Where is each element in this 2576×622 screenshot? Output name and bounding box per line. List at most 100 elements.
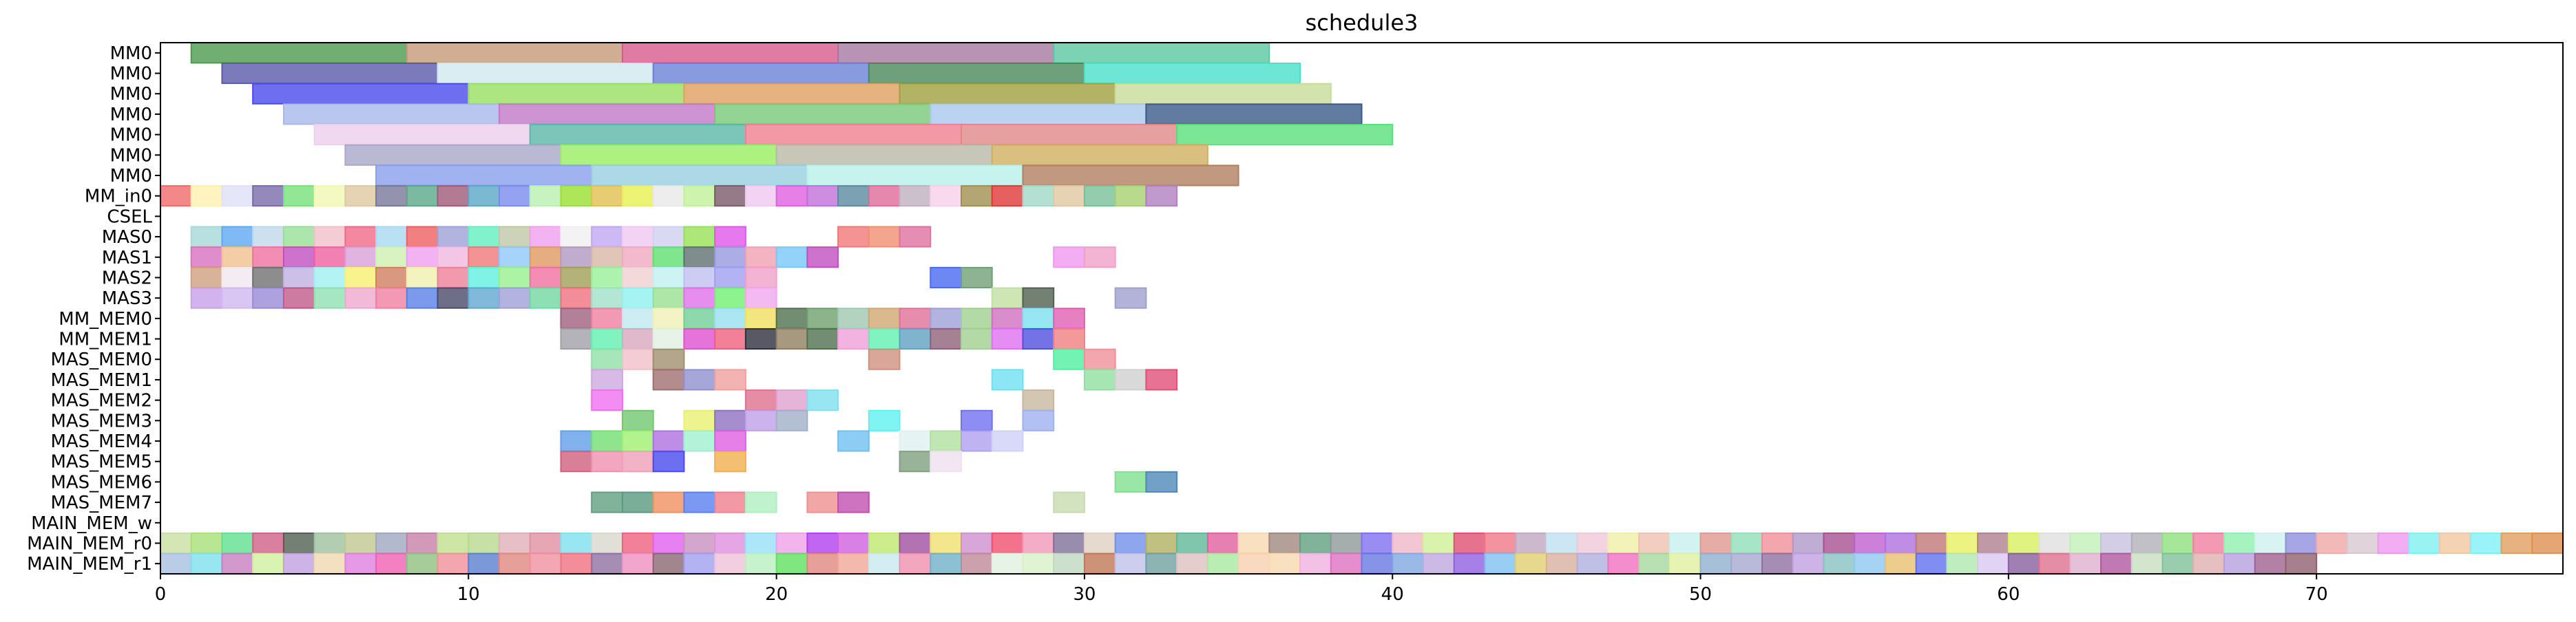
task-bar-75 xyxy=(468,226,501,248)
task-bar-7 xyxy=(652,62,870,85)
main-mem-r1-bar-5 xyxy=(313,553,346,575)
task-bar-120 xyxy=(499,266,531,289)
main-mem-r0-bar-27 xyxy=(991,532,1024,555)
main-mem-r1-bar-33 xyxy=(1176,553,1208,575)
task-bar-215 xyxy=(591,430,623,452)
task-bar-117 xyxy=(406,266,439,289)
main-mem-r0-bar-64 xyxy=(2130,532,2164,555)
main-mem-r0-bar-15 xyxy=(621,532,654,555)
y-tick-label-10: MAS1 xyxy=(102,248,152,268)
task-bar-42 xyxy=(437,185,470,207)
task-bar-26 xyxy=(560,144,777,166)
task-bar-91 xyxy=(313,246,346,268)
task-bar-59 xyxy=(961,185,993,207)
main-mem-r1-bar-37 xyxy=(1299,553,1332,575)
task-bar-145 xyxy=(621,287,654,309)
task-bar-233 xyxy=(1145,471,1178,493)
task-bar-135 xyxy=(313,287,346,309)
task-bar-189 xyxy=(652,348,685,370)
x-tick-label-7: 70 xyxy=(2305,584,2328,605)
task-bar-43 xyxy=(468,185,501,207)
task-bar-112 xyxy=(252,266,284,289)
task-bar-99 xyxy=(560,246,593,268)
task-bar-65 xyxy=(1145,185,1178,207)
main-mem-r1-bar-39 xyxy=(1361,553,1394,575)
task-bar-76 xyxy=(499,226,531,248)
task-bar-34 xyxy=(190,185,223,207)
task-bar-143 xyxy=(560,287,593,309)
task-bar-136 xyxy=(344,287,377,309)
main-mem-r1-bar-13 xyxy=(560,553,593,575)
y-tick-label-14: MM_MEM1 xyxy=(59,330,152,350)
task-bar-87 xyxy=(190,246,223,268)
task-bar-219 xyxy=(714,430,746,452)
x-tick-label-0: 0 xyxy=(155,584,167,605)
x-tick-label-4: 40 xyxy=(1381,584,1404,605)
task-bar-131 xyxy=(190,287,223,309)
main-mem-r0-bar-68 xyxy=(2254,532,2287,555)
task-bar-63 xyxy=(1083,185,1116,207)
task-bar-44 xyxy=(499,185,531,207)
task-bar-54 xyxy=(806,185,839,207)
task-bar-113 xyxy=(282,266,315,289)
task-bar-24 xyxy=(1176,124,1394,146)
task-bar-178 xyxy=(806,328,839,350)
main-mem-r1-bar-26 xyxy=(961,553,993,575)
task-bar-199 xyxy=(1114,369,1147,391)
task-bar-192 xyxy=(1083,348,1116,370)
task-bar-12 xyxy=(683,83,901,105)
main-mem-r1-bar-8 xyxy=(406,553,439,575)
task-bar-16 xyxy=(499,103,716,125)
main-mem-r1-bar-4 xyxy=(282,553,315,575)
main-mem-r1-bar-56 xyxy=(1884,553,1917,575)
task-bar-4 xyxy=(1053,42,1270,64)
main-mem-r1-bar-21 xyxy=(806,553,839,575)
task-bar-1 xyxy=(406,42,623,64)
main-mem-r0-bar-11 xyxy=(499,532,531,555)
main-mem-r1-bar-34 xyxy=(1206,553,1239,575)
task-bar-196 xyxy=(714,369,746,391)
task-bar-209 xyxy=(744,409,777,431)
main-mem-r0-bar-43 xyxy=(1484,532,1517,555)
task-bar-161 xyxy=(806,308,839,330)
task-bar-174 xyxy=(683,328,716,350)
task-bar-108 xyxy=(1053,246,1085,268)
plot-frame xyxy=(160,42,2564,575)
main-mem-r1-bar-65 xyxy=(2161,553,2195,575)
main-mem-r1-bar-22 xyxy=(837,553,870,575)
task-bar-115 xyxy=(344,266,377,289)
y-tick-label-5: MM0 xyxy=(110,145,152,166)
task-bar-41 xyxy=(406,185,439,207)
task-bar-88 xyxy=(221,246,254,268)
main-mem-r1-bar-24 xyxy=(899,553,932,575)
task-bar-159 xyxy=(744,308,777,330)
task-bar-176 xyxy=(744,328,777,350)
task-bar-74 xyxy=(437,226,470,248)
task-bar-147 xyxy=(683,287,716,309)
main-mem-r1-bar-68 xyxy=(2254,553,2287,575)
task-bar-79 xyxy=(591,226,623,248)
task-bar-64 xyxy=(1114,185,1147,207)
main-mem-r1-bar-10 xyxy=(468,553,501,575)
task-bar-6 xyxy=(437,62,654,85)
main-mem-r1-bar-58 xyxy=(1946,553,1979,575)
main-mem-r0-bar-73 xyxy=(2408,532,2441,555)
y-tick-label-17: MAS_MEM2 xyxy=(50,391,152,411)
main-mem-r1-bar-29 xyxy=(1053,553,1085,575)
main-mem-r1-bar-62 xyxy=(2069,553,2102,575)
task-bar-191 xyxy=(1053,348,1085,370)
task-bar-82 xyxy=(683,226,716,248)
task-bar-49 xyxy=(652,185,685,207)
y-tick-label-3: MM0 xyxy=(110,105,152,125)
x-tick-label-3: 30 xyxy=(1073,584,1096,605)
y-tick-label-6: MM0 xyxy=(110,166,152,186)
task-bar-129 xyxy=(930,266,963,289)
main-mem-r0-bar-35 xyxy=(1237,532,1270,555)
main-mem-r0-bar-62 xyxy=(2069,532,2102,555)
y-tick-label-24: MAIN_MEM_r0 xyxy=(27,533,152,554)
main-mem-r0-bar-65 xyxy=(2161,532,2195,555)
task-bar-78 xyxy=(560,226,593,248)
task-bar-10 xyxy=(252,83,470,105)
task-bar-89 xyxy=(252,246,284,268)
main-mem-r0-bar-40 xyxy=(1392,532,1424,555)
